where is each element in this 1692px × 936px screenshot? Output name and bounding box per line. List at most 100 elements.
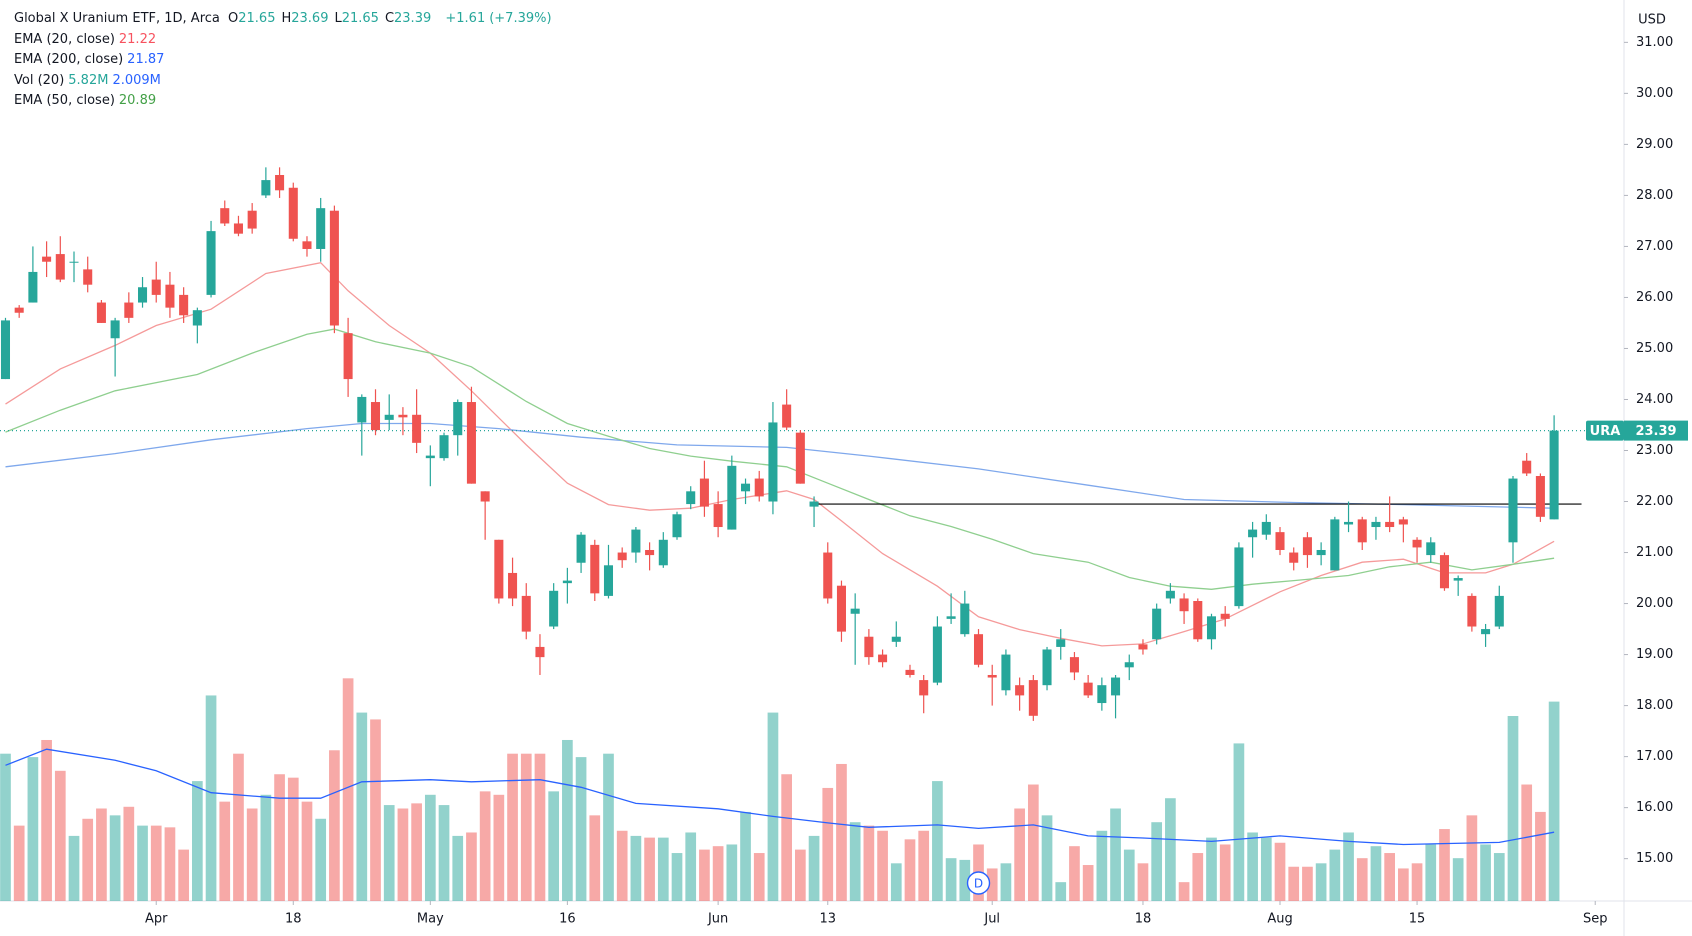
candle-body bbox=[110, 320, 120, 339]
volume-bar bbox=[808, 835, 820, 901]
candle-body bbox=[699, 478, 709, 507]
candle-body bbox=[713, 504, 723, 528]
candle-body bbox=[987, 674, 997, 678]
volume-bar bbox=[548, 791, 560, 901]
candle-body bbox=[480, 491, 490, 502]
candle-body bbox=[1001, 654, 1011, 691]
candle-body bbox=[28, 271, 38, 303]
volume-bar bbox=[1288, 866, 1300, 901]
ohlc-label: O bbox=[228, 11, 239, 26]
candle-body bbox=[165, 284, 175, 308]
x-tick-label: 15 bbox=[1409, 912, 1426, 927]
volume-bar bbox=[904, 839, 916, 901]
candle-body bbox=[247, 210, 257, 229]
candle-body bbox=[1385, 521, 1395, 528]
ohlc-value: 21.65 bbox=[341, 11, 379, 26]
candle-body bbox=[357, 396, 367, 423]
volume-bar bbox=[877, 830, 888, 901]
volume-bar bbox=[1123, 849, 1135, 901]
volume-bar bbox=[795, 849, 806, 901]
candle-body bbox=[1426, 542, 1436, 556]
ema-line bbox=[5, 328, 1555, 590]
candle-body bbox=[370, 402, 381, 431]
candle-body bbox=[1412, 539, 1422, 548]
volume-bar bbox=[1466, 815, 1478, 901]
volume-bar bbox=[1535, 811, 1546, 901]
volume-bar bbox=[123, 806, 135, 901]
candle-body bbox=[494, 539, 504, 599]
indicator-value: 2.009M bbox=[112, 72, 161, 88]
volume-bar bbox=[1151, 822, 1163, 901]
candle-body bbox=[603, 565, 614, 596]
volume-bar bbox=[68, 835, 80, 901]
volume-bar bbox=[370, 719, 381, 901]
candle-body bbox=[521, 595, 531, 632]
volume-bar bbox=[932, 781, 943, 901]
candle-body bbox=[864, 636, 874, 658]
volume-bar bbox=[150, 825, 162, 901]
candle-body bbox=[576, 534, 586, 563]
volume-bar bbox=[1411, 863, 1423, 901]
volume-bar bbox=[712, 846, 724, 901]
volume-bar bbox=[781, 774, 792, 901]
volume-bar bbox=[260, 794, 272, 901]
volume-bar bbox=[1247, 832, 1258, 901]
volume-bar bbox=[178, 849, 189, 901]
candle-body bbox=[727, 465, 737, 530]
candle-body bbox=[220, 208, 230, 224]
candle-body bbox=[891, 636, 901, 642]
candle-body bbox=[1220, 613, 1230, 619]
volume-bar bbox=[452, 835, 464, 901]
volume-bar bbox=[411, 803, 422, 901]
volume-bar bbox=[1507, 716, 1519, 901]
candle-body bbox=[1083, 682, 1093, 696]
volume-bar bbox=[1082, 865, 1094, 901]
candle-body bbox=[754, 478, 764, 497]
volume-bar bbox=[192, 781, 203, 901]
indicator-value: 21.87 bbox=[127, 52, 165, 67]
volume-bar bbox=[918, 830, 930, 901]
volume-bar bbox=[1356, 858, 1368, 901]
candle-body bbox=[1357, 519, 1367, 543]
candle-body bbox=[124, 302, 134, 318]
y-tick-label: 27.00 bbox=[1636, 239, 1673, 254]
change-pct: (+7.39%) bbox=[489, 11, 552, 26]
volume-bar bbox=[233, 753, 244, 901]
volume-bar bbox=[1521, 784, 1533, 901]
y-tick-label: 16.00 bbox=[1636, 800, 1673, 815]
ohlc-label: C bbox=[384, 11, 395, 26]
candle-body bbox=[138, 287, 148, 303]
candle-body bbox=[878, 654, 888, 663]
y-tick-label: 15.00 bbox=[1636, 851, 1673, 866]
volume-bar bbox=[301, 801, 313, 901]
volume-bar bbox=[54, 770, 66, 901]
volume-bar bbox=[945, 858, 957, 901]
x-tick-label: Jun bbox=[707, 912, 728, 927]
title: Global X Uranium ETF, 1D, Arca bbox=[14, 11, 220, 26]
candle-body bbox=[1193, 601, 1203, 640]
candle-body bbox=[1398, 519, 1408, 525]
volume-bar bbox=[137, 825, 148, 901]
volume-bar bbox=[1439, 829, 1450, 901]
candle-body bbox=[823, 552, 833, 599]
candle-body bbox=[672, 514, 682, 538]
candle-body bbox=[343, 333, 353, 380]
candle-body bbox=[1056, 639, 1066, 647]
candle-body bbox=[96, 302, 106, 323]
candle-body bbox=[151, 279, 161, 295]
candle-body bbox=[1549, 430, 1559, 520]
volume-bar bbox=[438, 805, 450, 901]
volume-bar bbox=[1096, 830, 1108, 901]
candle-body bbox=[69, 261, 79, 263]
x-tick-label: Aug bbox=[1267, 912, 1292, 927]
x-tick-label: May bbox=[417, 912, 444, 927]
volume-bar bbox=[205, 695, 217, 901]
volume-bar bbox=[657, 837, 669, 901]
candle-body bbox=[1508, 478, 1518, 543]
candle-body bbox=[302, 241, 312, 249]
candle-body bbox=[1015, 685, 1025, 696]
volume-bar bbox=[1137, 863, 1149, 901]
volume-bar bbox=[589, 815, 601, 901]
volume-bar bbox=[699, 849, 710, 901]
